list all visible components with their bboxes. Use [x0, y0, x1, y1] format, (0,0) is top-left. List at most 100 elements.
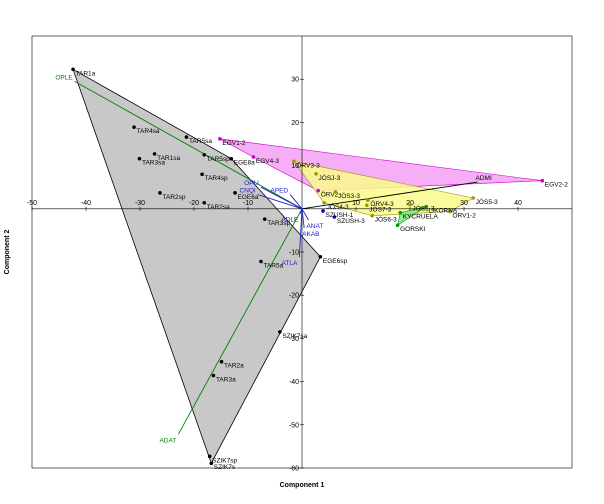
data-point: [132, 125, 136, 129]
data-point: [424, 204, 429, 209]
point-label: TAR2sa: [207, 204, 230, 211]
data-point: [448, 209, 452, 214]
vector-label: ADAT: [159, 437, 176, 444]
point-label: SZUSH-1: [326, 212, 354, 219]
point-label: SZIK7sa: [282, 333, 307, 340]
data-point: [251, 155, 256, 159]
vector-line: [301, 208, 309, 221]
point-label: JÓS7-3: [369, 204, 391, 213]
point-label: JÓS5-3: [476, 197, 498, 206]
point-label: EGV1-2: [222, 140, 246, 147]
point-label: ÖRV1-2: [452, 211, 476, 219]
data-point: [211, 373, 216, 378]
y-tick-label: -30: [289, 336, 299, 343]
data-point: [395, 223, 400, 228]
y-tick-label: -50: [289, 422, 299, 429]
hull-green: [397, 206, 427, 226]
point-label: EGV2-2: [545, 182, 569, 189]
point-label: JÓS4-3: [327, 202, 349, 211]
point-label: JÓS3-3: [338, 191, 360, 200]
point-label: TAR2a: [224, 363, 244, 370]
data-point: [262, 217, 267, 221]
vector-line: [74, 80, 303, 210]
x-tick-label: -10: [243, 200, 253, 207]
vector-line: [299, 208, 303, 214]
x-tick-label: -30: [135, 200, 145, 207]
data-point: [278, 330, 282, 334]
x-tick-label: -40: [81, 200, 91, 207]
x-tick-label: 30: [460, 200, 468, 207]
y-tick-label: -20: [289, 293, 299, 300]
data-point: [219, 359, 224, 364]
vector-line: [298, 208, 303, 258]
point-label: JÓSJ-3: [319, 173, 341, 182]
x-tick-label: 40: [514, 200, 522, 207]
data-point: [332, 215, 337, 219]
data-point: [365, 203, 369, 208]
vector-line: [301, 181, 478, 210]
point-label: EGE8a: [234, 160, 255, 167]
point-label: TAR4sa: [137, 128, 160, 135]
vector-label: ATLA: [282, 260, 298, 267]
y-tick-label: -60: [289, 466, 299, 473]
data-point: [207, 454, 212, 459]
point-label: TAR5sa: [189, 138, 212, 145]
data-point: [184, 135, 189, 139]
vector-label: OPLE: [55, 74, 73, 81]
point-label: LIKORNA: [429, 208, 458, 215]
data-point: [158, 191, 162, 195]
data-point: [318, 254, 323, 259]
y-tick-label: 20: [291, 120, 299, 127]
data-point: [540, 178, 545, 183]
point-label: TAR2sp: [162, 194, 185, 201]
data-point: [152, 152, 157, 156]
x-tick-label: -50: [27, 200, 37, 207]
data-point: [259, 259, 263, 264]
point-label: TAR3a: [216, 377, 236, 384]
point-label: GORSKI: [400, 226, 425, 233]
point-label: TAR1a: [76, 70, 96, 77]
data-point: [200, 172, 204, 177]
vector-label: APED: [270, 188, 288, 195]
vector-line: [177, 208, 303, 435]
data-point: [366, 198, 370, 202]
data-point: [202, 153, 207, 157]
x-tick-label: -20: [189, 200, 199, 207]
point-label: JÓS6-3: [375, 215, 397, 224]
x-axis-title: Component 1: [280, 482, 325, 489]
vector-label: AKAB: [302, 231, 319, 238]
point-label: TAR3sa: [142, 160, 165, 167]
data-point: [202, 200, 207, 205]
data-point: [229, 156, 234, 161]
y-tick-label: -40: [289, 379, 299, 386]
vector-line: [301, 208, 305, 228]
vector-label: CNQI: [239, 188, 255, 195]
y-tick-label: -10: [289, 250, 299, 257]
y-tick-label: 30: [291, 77, 299, 84]
point-label: SZIK7s: [214, 464, 236, 471]
vector-label: ADLE: [281, 217, 299, 224]
data-point: [322, 200, 326, 205]
data-point: [321, 209, 325, 213]
y-axis-title: Component 2: [4, 230, 11, 275]
point-label: TAR4sp: [205, 175, 228, 182]
data-point: [316, 188, 321, 193]
vector-label: ANAT: [306, 223, 323, 230]
data-point: [218, 137, 222, 141]
data-point: [137, 156, 142, 161]
point-label: TAR1sa: [157, 155, 180, 162]
data-point: [292, 159, 296, 164]
vector-line: [260, 186, 303, 210]
vector-label: OPLI: [244, 180, 259, 187]
point-label: TAR5a: [263, 263, 283, 270]
vector-line: [257, 194, 303, 210]
vector-line: [289, 194, 303, 210]
point-label: JÓS1-3: [413, 203, 435, 212]
point-label: ÖRV4-3: [370, 200, 394, 208]
point-label: EGE6a: [238, 194, 259, 201]
point-label: SZUSH-3: [337, 218, 365, 225]
data-point: [209, 461, 214, 466]
